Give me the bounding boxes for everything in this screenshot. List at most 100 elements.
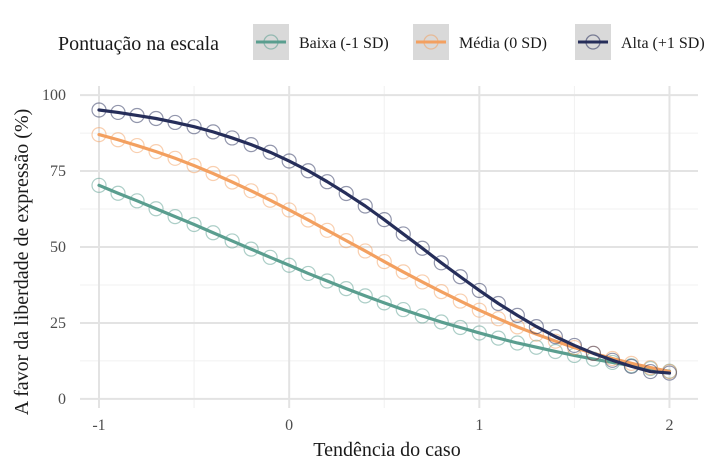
data-point: [376, 295, 392, 311]
data-point: [433, 314, 449, 330]
data-point: [623, 358, 640, 374]
data-point: [205, 225, 221, 241]
data-point: [129, 193, 145, 209]
data-point: [509, 319, 525, 335]
data-point: [224, 174, 240, 190]
data-point: [243, 183, 259, 199]
y-tick-label: 75: [50, 163, 66, 180]
data-point: [110, 185, 126, 201]
data-point: [338, 281, 354, 297]
data-point: [414, 240, 430, 256]
data-point: [471, 282, 487, 299]
series-line: [97, 108, 672, 375]
data-point: [262, 192, 278, 208]
data-point: [224, 233, 240, 249]
x-axis-title: Tendência do caso: [313, 439, 460, 461]
series-line: [97, 183, 672, 373]
data-point: [604, 352, 621, 368]
data-point: [243, 137, 259, 153]
legend-marker-high: [585, 34, 601, 50]
data-point: [433, 284, 449, 300]
data-point: [281, 257, 297, 273]
data-point: [148, 201, 164, 217]
data-point: [376, 212, 392, 228]
legend-title: Pontuação na escala: [58, 33, 219, 55]
data-point: [243, 241, 259, 257]
data-point: [414, 308, 430, 324]
data-point: [357, 198, 373, 214]
data-point: [452, 293, 468, 309]
data-point: [566, 337, 583, 354]
data-point: [585, 345, 602, 361]
data-point: [281, 202, 297, 218]
data-point: [414, 274, 430, 290]
series-line: [97, 133, 672, 374]
data-point: [129, 137, 145, 154]
data-point: [148, 144, 164, 160]
data-point: [490, 295, 506, 312]
data-point: [471, 325, 487, 341]
legend-item-mid: Média (0 SD): [413, 24, 547, 60]
data-point: [91, 127, 107, 143]
data-point: [452, 269, 468, 285]
data-point: [262, 144, 278, 160]
data-point: [471, 302, 487, 318]
data-point: [490, 330, 506, 346]
legend: Pontuação na escala Baixa (-1 SD) Média …: [58, 24, 705, 60]
data-point: [509, 307, 525, 323]
data-point: [452, 319, 468, 336]
legend-marker-mid: [423, 34, 439, 50]
data-point: [186, 216, 202, 233]
series-layer: [91, 102, 678, 381]
data-point: [110, 132, 126, 148]
data-point: [395, 301, 411, 318]
data-point: [490, 311, 506, 327]
data-point: [319, 174, 335, 190]
x-tick-label: -1: [92, 417, 105, 434]
data-point: [300, 212, 316, 228]
data-point: [338, 185, 354, 202]
data-point: [319, 273, 335, 289]
grid: [80, 86, 698, 408]
data-point: [433, 255, 449, 271]
series-1: [91, 127, 678, 380]
data-point: [395, 264, 411, 280]
data-point: [167, 209, 183, 225]
y-tick-label: 50: [50, 239, 66, 256]
data-point: [167, 150, 183, 166]
data-point: [338, 233, 354, 249]
x-tick-label: 0: [285, 417, 293, 434]
data-point: [319, 222, 335, 238]
data-point: [91, 177, 107, 193]
legend-label-high: Alta (+1 SD): [621, 35, 705, 52]
series-0: [91, 177, 678, 379]
legend-label-mid: Média (0 SD): [459, 35, 547, 52]
data-point: [300, 163, 316, 179]
data-point: [186, 157, 202, 174]
data-point: [262, 249, 278, 265]
legend-item-low: Baixa (-1 SD): [253, 24, 389, 60]
data-point: [205, 165, 221, 182]
y-tick-label: 25: [50, 315, 66, 332]
data-point: [224, 130, 240, 146]
legend-label-low: Baixa (-1 SD): [299, 35, 389, 52]
y-axis-title: A favor da liberdade de expressão (%): [11, 109, 33, 416]
x-tick-label: 1: [475, 417, 483, 434]
legend-marker-low: [263, 34, 279, 50]
data-point: [300, 265, 316, 282]
y-tick-label: 0: [58, 391, 66, 408]
data-point: [281, 153, 297, 169]
data-point: [357, 243, 373, 259]
series-2: [91, 102, 678, 381]
x-tick-label: 2: [665, 417, 673, 434]
axes: -1 0 1 2 0 25 50 75 100: [42, 87, 673, 434]
legend-item-high: Alta (+1 SD): [575, 24, 705, 60]
data-point: [205, 124, 221, 140]
data-point: [357, 288, 373, 304]
data-point: [547, 329, 563, 345]
data-point: [395, 226, 411, 242]
data-point: [376, 253, 392, 270]
y-tick-label: 100: [42, 87, 66, 104]
